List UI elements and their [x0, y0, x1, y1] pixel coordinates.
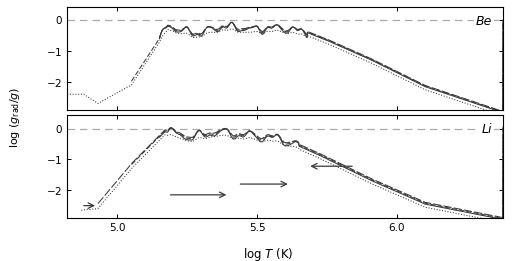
Text: Li: Li	[482, 123, 492, 136]
Text: Be: Be	[476, 15, 492, 28]
Text: log ($g_{\rm rad}/g$): log ($g_{\rm rad}/g$)	[8, 87, 22, 148]
Text: log $T$ (K): log $T$ (K)	[243, 246, 294, 261]
